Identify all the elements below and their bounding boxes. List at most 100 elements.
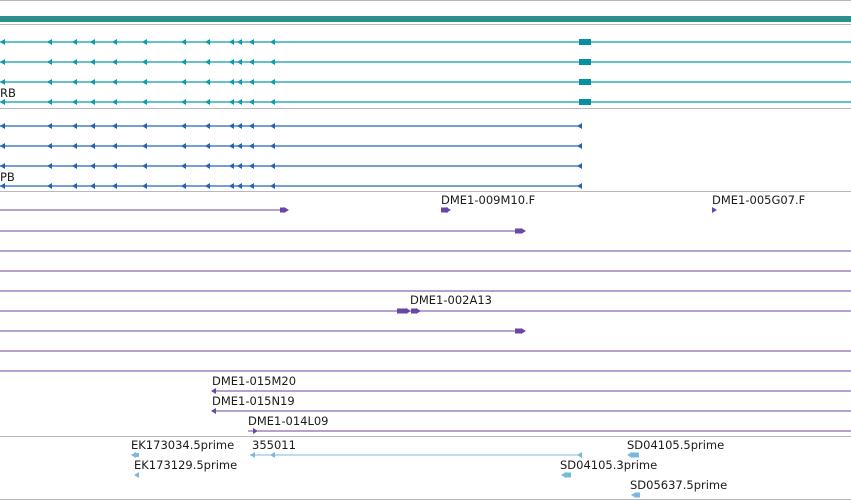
strand-arrow-left-icon	[181, 79, 186, 85]
strand-arrow-left-icon	[90, 163, 95, 169]
strand-arrow-left-icon	[270, 163, 275, 169]
strand-arrow-left-icon	[134, 472, 139, 478]
est-alignment-row[interactable]: DME1-002A13	[0, 293, 851, 314]
strand-arrow-left-icon	[47, 123, 52, 129]
strand-arrow-left-icon	[0, 79, 5, 85]
strand-arrow-left-icon	[577, 163, 582, 169]
strand-arrow-left-icon	[249, 143, 254, 149]
strand-arrow-left-icon	[229, 79, 234, 85]
strand-arrow-left-icon	[142, 163, 147, 169]
strand-arrow-left-icon	[270, 39, 275, 45]
strand-arrow-right-icon	[521, 228, 526, 234]
strand-arrow-left-icon	[112, 123, 117, 129]
strand-arrow-left-icon	[229, 143, 234, 149]
strand-arrow-left-icon	[205, 143, 210, 149]
strand-arrow-left-icon	[112, 183, 117, 189]
strand-arrow-left-icon	[47, 183, 52, 189]
strand-arrow-left-icon	[205, 123, 210, 129]
strand-arrow-left-icon	[112, 143, 117, 149]
transcript-label: PB	[0, 170, 15, 184]
cds-row[interactable]	[0, 143, 582, 149]
strand-arrow-left-icon	[90, 59, 95, 65]
strand-arrow-left-icon	[270, 99, 275, 105]
est-label: DME1-002A13	[410, 293, 492, 307]
strand-arrow-left-icon	[229, 39, 234, 45]
strand-arrow-left-icon	[47, 39, 52, 45]
gene-span[interactable]	[0, 16, 851, 22]
strand-arrow-left-icon	[181, 99, 186, 105]
strand-arrow-left-icon	[142, 39, 147, 45]
strand-arrow-left-icon	[211, 408, 216, 414]
strand-arrow-left-icon	[237, 99, 242, 105]
strand-arrow-right-icon	[253, 428, 258, 434]
strand-arrow-right-icon	[712, 207, 717, 213]
est-alignment-row[interactable]: DME1-015N19	[211, 394, 851, 414]
cds-row[interactable]: PB	[0, 170, 582, 189]
est-alignment-row[interactable]: DME1-014L09	[248, 414, 851, 434]
cdna-alignment-feature[interactable]: SD04105.5prime	[627, 438, 724, 458]
strand-arrow-left-icon	[237, 59, 242, 65]
strand-arrow-left-icon	[205, 163, 210, 169]
strand-arrow-left-icon	[561, 472, 566, 478]
strand-arrow-left-icon	[181, 59, 186, 65]
strand-arrow-left-icon	[90, 183, 95, 189]
strand-arrow-left-icon	[249, 123, 254, 129]
strand-arrow-left-icon	[270, 452, 275, 458]
strand-arrow-left-icon	[0, 59, 5, 65]
strand-arrow-right-icon	[416, 308, 421, 314]
utr-exon-block	[579, 99, 591, 105]
exon-block	[631, 452, 639, 458]
cdna-label: 355011	[252, 438, 296, 452]
est-alignment-row[interactable]	[0, 207, 289, 213]
strand-arrow-left-icon	[0, 183, 5, 189]
cdna-alignment-feature[interactable]: SD04105.3prime	[560, 458, 657, 478]
mrna-transcript-row[interactable]	[0, 39, 851, 45]
strand-arrow-left-icon	[0, 99, 5, 105]
exon-block	[280, 207, 284, 213]
strand-arrow-left-icon	[577, 452, 582, 458]
cdna-alignment-feature[interactable]: 355011	[250, 438, 582, 458]
cdna-alignment-feature[interactable]: EK173129.5prime	[134, 458, 237, 478]
est-label: DME1-009M10.F	[441, 193, 535, 207]
strand-arrow-left-icon	[270, 123, 275, 129]
strand-arrow-left-icon	[237, 123, 242, 129]
est-alignment-row[interactable]	[0, 228, 526, 234]
est-alignment-row[interactable]: DME1-015M20	[211, 374, 851, 394]
strand-arrow-left-icon	[72, 39, 77, 45]
cdna-alignment-feature[interactable]: EK173034.5prime	[131, 438, 234, 458]
strand-arrow-left-icon	[0, 163, 5, 169]
cds-row[interactable]	[0, 123, 582, 129]
strand-arrow-left-icon	[72, 163, 77, 169]
strand-arrow-left-icon	[270, 143, 275, 149]
strand-arrow-left-icon	[211, 388, 216, 394]
strand-arrow-left-icon	[270, 183, 275, 189]
est-alignment-feature[interactable]: DME1-009M10.F	[441, 193, 535, 213]
strand-arrow-left-icon	[249, 183, 254, 189]
mrna-transcript-row[interactable]: RB	[0, 86, 851, 105]
strand-arrow-left-icon	[631, 492, 636, 498]
strand-arrow-left-icon	[142, 143, 147, 149]
strand-arrow-left-icon	[229, 163, 234, 169]
strand-arrow-left-icon	[0, 123, 5, 129]
mrna-transcript-row[interactable]	[0, 59, 851, 65]
strand-arrow-left-icon	[229, 59, 234, 65]
est-alignment-feature[interactable]: DME1-005G07.F	[712, 193, 805, 213]
strand-arrow-right-icon	[284, 207, 289, 213]
est-alignment-row[interactable]	[0, 328, 526, 334]
cds-row[interactable]	[0, 163, 582, 169]
strand-arrow-right-icon	[406, 308, 411, 314]
strand-arrow-left-icon	[142, 59, 147, 65]
mrna-transcript-row[interactable]	[0, 79, 851, 85]
strand-arrow-left-icon	[577, 183, 582, 189]
strand-arrow-left-icon	[237, 163, 242, 169]
exon-block	[441, 207, 448, 213]
gene-span-bar	[0, 16, 851, 22]
strand-arrow-left-icon	[72, 79, 77, 85]
est-label: DME1-005G07.F	[712, 193, 805, 207]
exon-block	[515, 328, 521, 334]
cdna-alignment-feature[interactable]: SD05637.5prime	[630, 478, 727, 498]
strand-arrow-left-icon	[249, 99, 254, 105]
exon-block	[635, 492, 640, 498]
strand-arrow-left-icon	[90, 79, 95, 85]
